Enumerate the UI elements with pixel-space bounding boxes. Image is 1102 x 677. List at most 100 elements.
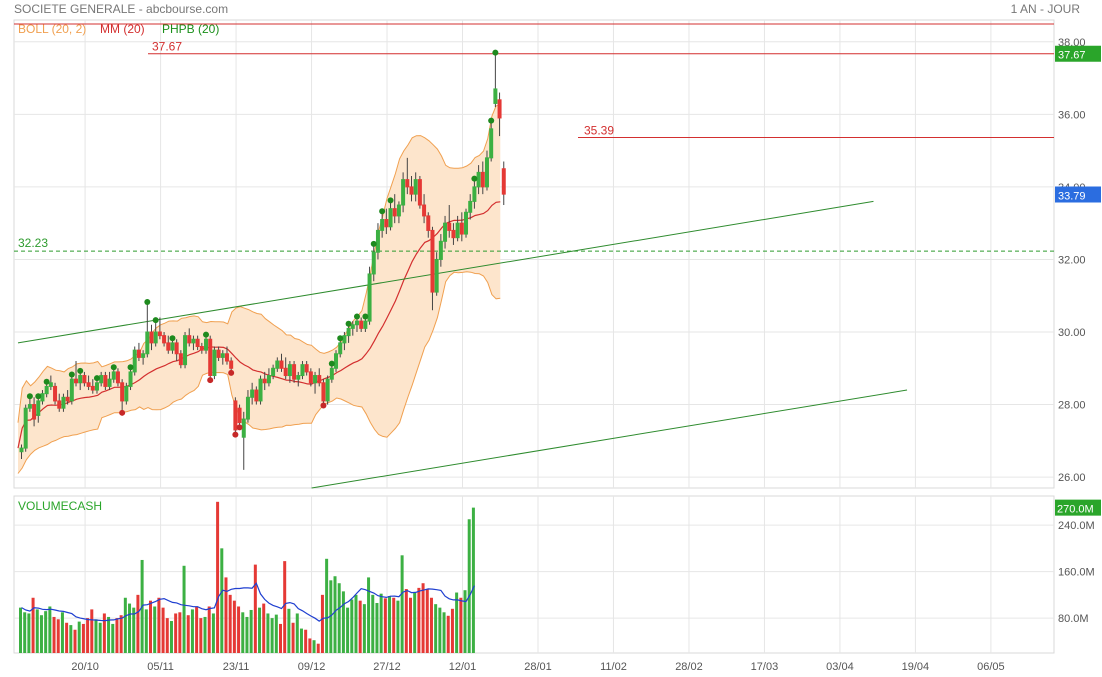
volume-bar	[228, 594, 232, 653]
candle-body	[359, 320, 364, 329]
volume-bar	[35, 609, 39, 653]
time-tick-label: 20/10	[71, 661, 99, 673]
volume-bar	[216, 501, 220, 653]
candle-body	[501, 168, 506, 195]
time-tick-label: 05/11	[147, 661, 174, 673]
price-tick-label: 30.00	[1058, 327, 1086, 339]
candle-body	[170, 342, 175, 351]
phpb-high-marker	[152, 317, 159, 324]
time-tick-label: 11/02	[600, 661, 627, 673]
volume-bar	[316, 643, 320, 653]
phpb-high-marker	[68, 371, 75, 378]
candle-body	[464, 211, 469, 235]
volume-bar	[211, 613, 215, 653]
candle-body	[250, 389, 255, 398]
candle-body	[271, 367, 276, 377]
candle-body	[468, 200, 473, 213]
volume-bar	[308, 638, 312, 653]
time-tick-label: 17/03	[751, 661, 779, 673]
volume-bar	[396, 600, 400, 653]
phpb-high-marker	[362, 313, 369, 320]
candle-body	[266, 375, 271, 384]
candle-body	[472, 186, 477, 202]
trend-line	[311, 389, 908, 489]
volume-bar	[312, 640, 316, 653]
candle-body	[275, 360, 280, 369]
candle-body	[455, 222, 460, 239]
volume-bar	[220, 548, 224, 653]
volume-bar	[178, 612, 182, 653]
volume-bar	[149, 600, 152, 653]
volume-bar	[409, 597, 412, 653]
volume-bar	[258, 607, 262, 653]
volume-bar	[367, 577, 371, 653]
volume-bar	[404, 589, 408, 653]
volume-bar	[195, 606, 199, 653]
volume-bar	[341, 591, 345, 653]
candle-body	[417, 179, 422, 206]
candle-body	[396, 204, 401, 217]
volume-bar	[224, 577, 228, 653]
phpb-high-marker	[93, 375, 100, 382]
candle-body	[363, 320, 368, 329]
resistance-level-label: 35.39	[584, 124, 614, 138]
volume-bar	[270, 618, 274, 653]
volume-bar	[65, 622, 69, 653]
volume-bar	[337, 583, 341, 653]
volume-bar	[362, 604, 366, 653]
volume-bar	[232, 600, 236, 653]
volume-bar	[123, 597, 127, 653]
candle-body	[451, 229, 456, 239]
volume-bar	[455, 592, 459, 653]
candle-body	[183, 335, 188, 366]
volume-bar	[467, 519, 471, 653]
volume-bar	[81, 623, 85, 653]
volume-bar	[94, 619, 98, 653]
phpb-low-marker	[232, 431, 239, 438]
candle-body	[19, 447, 24, 453]
volume-bar	[245, 616, 249, 653]
phpb-high-marker	[169, 335, 176, 342]
legend-boll: BOLL (20, 2)	[18, 22, 86, 36]
volume-bar	[19, 607, 22, 653]
candle-body	[149, 331, 154, 344]
volume-bar	[434, 604, 438, 653]
volume-bar	[169, 621, 173, 653]
volume-bar	[241, 612, 245, 653]
candle-body	[325, 378, 330, 402]
volume-bar	[304, 629, 308, 653]
volume-bar	[52, 616, 56, 653]
volume-bar	[299, 628, 303, 653]
candle-body	[334, 353, 339, 369]
volume-tick-label: 240.0M	[1058, 520, 1095, 532]
candle-body	[317, 375, 322, 384]
volume-bar	[379, 593, 383, 653]
phpb-low-marker	[236, 424, 243, 431]
candle-body	[216, 349, 221, 358]
candle-body	[124, 385, 129, 402]
volume-tick-label: 80.0M	[1058, 613, 1089, 625]
volume-bar	[98, 622, 102, 653]
candle-body	[342, 335, 347, 344]
phpb-high-marker	[353, 313, 360, 320]
candle-body	[384, 219, 389, 228]
volume-bar	[119, 615, 123, 653]
candle-body	[422, 204, 427, 217]
phpb-low-marker	[119, 409, 126, 416]
volume-bar	[295, 613, 299, 653]
volume-bar	[48, 606, 52, 653]
last-price-badge-label: 33.79	[1058, 191, 1086, 203]
volume-bar	[375, 602, 379, 653]
candle-body	[174, 342, 179, 355]
volume-bar	[207, 606, 211, 653]
candle-body	[86, 382, 91, 387]
candle-body	[245, 396, 250, 420]
volume-bar	[283, 561, 287, 653]
volume-bar	[446, 615, 450, 653]
time-tick-label: 27/12	[373, 661, 401, 673]
phpb-high-marker	[328, 360, 335, 367]
volume-bar	[421, 583, 425, 653]
volume-bar	[174, 613, 178, 653]
volume-bar	[107, 616, 111, 653]
